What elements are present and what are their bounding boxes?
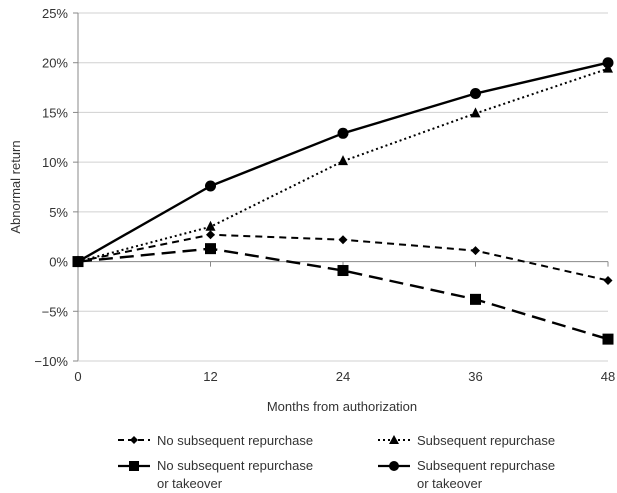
x-axis-title: Months from authorization bbox=[267, 399, 417, 414]
series-line-no-subsequent-repurchase-or-takeover bbox=[77, 247, 609, 341]
data-point-square bbox=[602, 333, 614, 345]
x-tick-label: 24 bbox=[336, 369, 350, 384]
x-tick-labels: 0 12 24 36 48 bbox=[74, 369, 615, 384]
data-point-triangle bbox=[338, 155, 348, 166]
series-group bbox=[72, 57, 614, 345]
x-tick-label: 36 bbox=[468, 369, 482, 384]
legend-label-subsequent-repurchase-or-takeover-line2: or takeover bbox=[417, 476, 483, 491]
y-tick-label: −5% bbox=[42, 304, 69, 319]
legend-item-no-subsequent-repurchase: No subsequent repurchase bbox=[118, 433, 313, 448]
y-tick-label: 5% bbox=[49, 205, 68, 220]
y-tick-label: 20% bbox=[42, 56, 68, 71]
y-tick-label: 10% bbox=[42, 155, 68, 170]
x-tick-label: 12 bbox=[203, 369, 217, 384]
data-point-triangle bbox=[205, 220, 216, 231]
data-point-square bbox=[470, 293, 481, 305]
data-point-square bbox=[337, 265, 349, 277]
data-point-circle bbox=[72, 256, 84, 268]
y-tick-labels: 25% 20% 15% 10% 5% 0% −5% −10% bbox=[34, 6, 68, 369]
data-point-circle bbox=[470, 88, 481, 100]
y-tick-label: −10% bbox=[34, 354, 68, 369]
data-point-diamond bbox=[338, 235, 348, 245]
data-point-square bbox=[205, 243, 216, 255]
legend-label-no-subsequent-repurchase-or-takeover-line1: No subsequent repurchase bbox=[157, 458, 313, 473]
series-subsequent-repurchase-or-takeover bbox=[72, 57, 614, 268]
x-tick-label: 0 bbox=[74, 369, 81, 384]
legend-circle-marker bbox=[389, 461, 399, 471]
series-no-subsequent-repurchase-or-takeover bbox=[72, 243, 614, 345]
y-tick-label: 15% bbox=[42, 105, 68, 120]
legend-item-subsequent-repurchase-or-takeover: Subsequent repurchase or takeover bbox=[378, 458, 555, 491]
legend-label-no-subsequent-repurchase: No subsequent repurchase bbox=[157, 433, 313, 448]
y-tick-label: 25% bbox=[42, 6, 68, 21]
series-subsequent-repurchase bbox=[73, 62, 613, 266]
legend-item-subsequent-repurchase: Subsequent repurchase bbox=[378, 433, 555, 448]
data-point-triangle bbox=[470, 107, 481, 118]
legend-diamond-marker bbox=[130, 436, 138, 444]
series-line-subsequent-repurchase bbox=[77, 67, 609, 263]
y-axis-title: Abnormal return bbox=[8, 140, 23, 233]
y-tick-label: 0% bbox=[49, 255, 68, 270]
data-point-diamond bbox=[206, 230, 215, 240]
data-point-circle bbox=[602, 57, 614, 69]
legend-label-subsequent-repurchase-or-takeover-line1: Subsequent repurchase bbox=[417, 458, 555, 473]
legend-item-no-subsequent-repurchase-or-takeover: No subsequent repurchase or takeover bbox=[118, 458, 313, 491]
data-point-diamond bbox=[471, 246, 480, 256]
legend-label-subsequent-repurchase: Subsequent repurchase bbox=[417, 433, 555, 448]
series-no-subsequent-repurchase bbox=[73, 230, 613, 285]
gridlines bbox=[78, 12, 608, 362]
x-tick-label: 48 bbox=[601, 369, 615, 384]
legend-triangle-marker bbox=[389, 435, 399, 444]
legend-label-no-subsequent-repurchase-or-takeover-line2: or takeover bbox=[157, 476, 223, 491]
data-point-circle bbox=[205, 180, 216, 192]
legend-square-marker bbox=[129, 461, 139, 471]
data-point-diamond bbox=[603, 275, 613, 285]
legend: No subsequent repurchase Subsequent repu… bbox=[118, 433, 555, 491]
axes bbox=[73, 12, 609, 362]
data-point-circle bbox=[337, 127, 349, 139]
